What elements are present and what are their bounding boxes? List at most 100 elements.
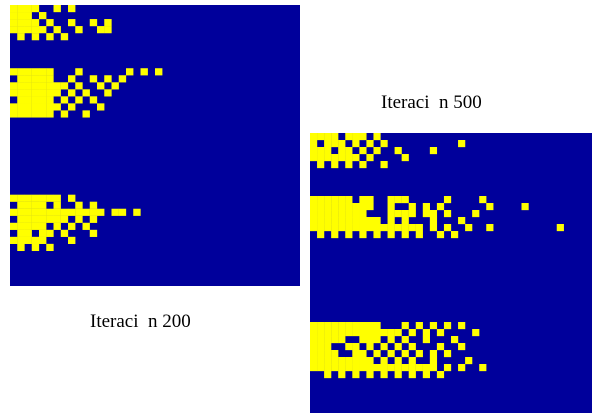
- active-cell: [46, 19, 54, 27]
- active-cell: [373, 231, 381, 239]
- active-cell: [310, 329, 318, 337]
- active-cell: [429, 322, 438, 330]
- active-cell: [415, 364, 423, 372]
- active-cell: [451, 336, 459, 344]
- active-cell: [31, 236, 40, 244]
- active-cell: [10, 19, 18, 27]
- active-cell: [68, 222, 76, 230]
- active-cell: [10, 26, 18, 34]
- active-cell: [479, 364, 487, 372]
- active-cell: [373, 329, 381, 337]
- active-cell: [60, 229, 69, 237]
- active-cell: [17, 194, 25, 202]
- active-cell: [366, 371, 374, 379]
- active-cell: [408, 357, 416, 365]
- active-cell: [352, 322, 360, 330]
- active-cell: [17, 243, 25, 252]
- active-cell: [17, 89, 25, 97]
- active-cell: [39, 82, 47, 90]
- active-cell: [17, 12, 25, 20]
- active-cell: [46, 208, 54, 216]
- active-cell: [352, 133, 360, 141]
- active-cell: [331, 140, 339, 148]
- active-cell: [75, 26, 83, 34]
- active-cell: [387, 329, 395, 337]
- active-cell: [104, 75, 112, 83]
- active-cell: [10, 194, 18, 202]
- active-cell: [373, 350, 381, 358]
- active-cell: [46, 33, 54, 41]
- active-cell: [31, 26, 40, 34]
- active-cell: [46, 96, 54, 104]
- active-cell: [10, 222, 18, 230]
- active-cell: [338, 210, 346, 218]
- active-cell: [556, 224, 564, 232]
- active-cell: [458, 364, 466, 372]
- active-cell: [338, 196, 346, 204]
- active-cell: [24, 82, 32, 90]
- active-cell: [310, 217, 318, 225]
- active-cell: [10, 236, 18, 244]
- active-cell: [39, 229, 47, 237]
- active-cell: [324, 322, 332, 330]
- active-cell: [89, 229, 98, 237]
- active-cell: [380, 343, 388, 351]
- active-cell: [10, 12, 18, 20]
- active-cell: [422, 210, 430, 218]
- active-cell: [17, 201, 25, 209]
- active-cell: [345, 133, 353, 141]
- active-cell: [60, 215, 69, 223]
- active-cell: [310, 154, 318, 162]
- active-cell: [436, 343, 445, 351]
- active-cell: [359, 357, 367, 365]
- active-cell: [465, 224, 473, 232]
- active-cell: [310, 343, 318, 351]
- active-cell: [359, 364, 367, 372]
- active-cell: [345, 357, 353, 365]
- active-cell: [443, 210, 452, 218]
- active-cell: [111, 208, 119, 216]
- active-cell: [97, 82, 105, 90]
- active-cell: [387, 224, 395, 232]
- active-cell: [17, 236, 25, 244]
- active-cell: [401, 210, 409, 218]
- active-cell: [352, 364, 360, 372]
- active-cell: [31, 194, 40, 202]
- active-cell: [310, 140, 318, 148]
- active-cell: [338, 140, 346, 148]
- active-cell: [68, 208, 76, 216]
- active-cell: [310, 210, 318, 218]
- active-cell: [352, 343, 360, 351]
- active-cell: [359, 217, 367, 225]
- active-cell: [373, 224, 381, 232]
- active-cell: [155, 68, 163, 76]
- active-cell: [479, 196, 487, 204]
- active-cell: [24, 96, 32, 104]
- active-cell: [338, 224, 346, 232]
- active-cell: [408, 343, 416, 351]
- active-cell: [345, 203, 353, 211]
- active-cell: [345, 364, 353, 372]
- active-cell: [338, 364, 346, 372]
- active-cell: [17, 5, 25, 13]
- active-cell: [408, 364, 416, 372]
- active-cell: [380, 140, 388, 148]
- active-cell: [422, 336, 430, 344]
- active-cell: [352, 357, 360, 365]
- active-cell: [324, 196, 332, 204]
- active-cell: [458, 343, 466, 351]
- active-cell: [401, 224, 409, 232]
- active-cell: [31, 215, 40, 223]
- active-cell: [458, 140, 466, 148]
- active-cell: [401, 154, 409, 162]
- active-cell: [521, 203, 529, 211]
- active-cell: [68, 75, 76, 83]
- active-cell: [317, 210, 325, 218]
- active-cell: [331, 329, 339, 337]
- active-cell: [331, 210, 339, 218]
- active-cell: [53, 26, 61, 34]
- active-cell: [345, 322, 353, 330]
- active-cell: [317, 154, 325, 162]
- active-cell: [387, 203, 395, 211]
- active-cell: [39, 215, 47, 223]
